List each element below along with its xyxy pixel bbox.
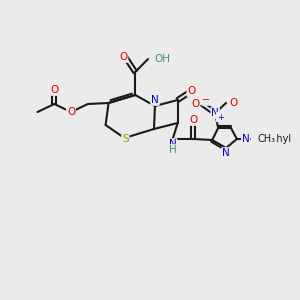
Text: OH: OH xyxy=(154,54,170,64)
Text: −: − xyxy=(202,95,210,105)
Text: N: N xyxy=(169,139,177,149)
Text: O: O xyxy=(189,115,198,125)
Text: S: S xyxy=(122,134,129,144)
Text: O: O xyxy=(50,85,58,95)
Text: N: N xyxy=(242,134,250,144)
Text: O: O xyxy=(188,86,196,96)
Text: CH₃: CH₃ xyxy=(258,134,276,144)
Text: +: + xyxy=(217,112,224,122)
Text: methyl: methyl xyxy=(258,134,292,144)
Text: N: N xyxy=(151,95,159,105)
Text: O: O xyxy=(191,99,200,109)
Text: H: H xyxy=(169,145,177,155)
Text: O: O xyxy=(67,107,75,117)
Text: O: O xyxy=(229,98,237,108)
Text: N: N xyxy=(211,108,219,118)
Text: N: N xyxy=(222,148,230,158)
Text: O: O xyxy=(119,52,128,62)
